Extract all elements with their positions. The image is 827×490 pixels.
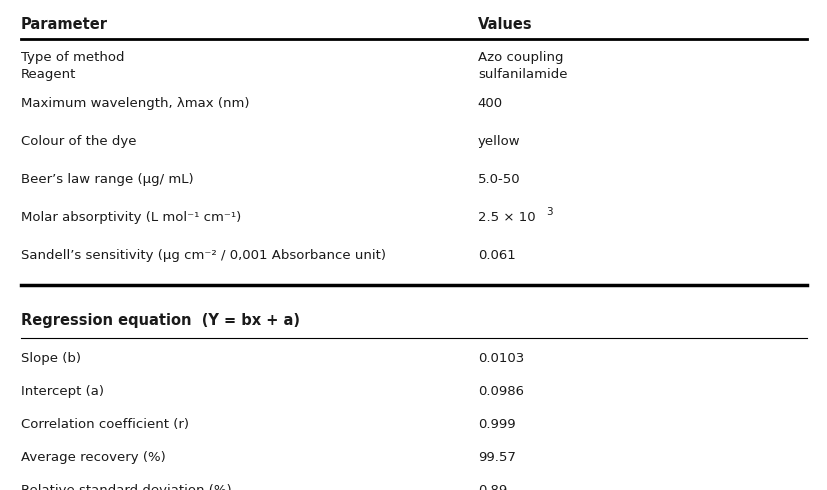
Text: 0.89: 0.89 xyxy=(477,484,506,490)
Text: Beer’s law range (µg/ mL): Beer’s law range (µg/ mL) xyxy=(21,173,193,186)
Text: Colour of the dye: Colour of the dye xyxy=(21,135,136,148)
Text: Correlation coefficient (r): Correlation coefficient (r) xyxy=(21,418,189,431)
Text: Average recovery (%): Average recovery (%) xyxy=(21,451,165,464)
Text: 3: 3 xyxy=(545,207,552,217)
Text: Slope (b): Slope (b) xyxy=(21,352,80,365)
Text: 0.0986: 0.0986 xyxy=(477,385,523,398)
Text: Azo coupling
sulfanilamide: Azo coupling sulfanilamide xyxy=(477,51,566,81)
Text: 2.5 × 10: 2.5 × 10 xyxy=(477,211,535,224)
Text: Parameter: Parameter xyxy=(21,17,108,32)
Text: Molar absorptivity (L mol⁻¹ cm⁻¹): Molar absorptivity (L mol⁻¹ cm⁻¹) xyxy=(21,211,241,224)
Text: Type of method
Reagent: Type of method Reagent xyxy=(21,51,124,81)
Text: Intercept (a): Intercept (a) xyxy=(21,385,103,398)
Text: 99.57: 99.57 xyxy=(477,451,515,464)
Text: 0.061: 0.061 xyxy=(477,249,515,262)
Text: 5.0-50: 5.0-50 xyxy=(477,173,520,186)
Text: yellow: yellow xyxy=(477,135,520,148)
Text: 0.999: 0.999 xyxy=(477,418,515,431)
Text: Relative standard deviation (%): Relative standard deviation (%) xyxy=(21,484,231,490)
Text: Sandell’s sensitivity (µg cm⁻² / 0,001 Absorbance unit): Sandell’s sensitivity (µg cm⁻² / 0,001 A… xyxy=(21,249,385,262)
Text: 400: 400 xyxy=(477,97,502,110)
Text: Regression equation  (Y = bx + a): Regression equation (Y = bx + a) xyxy=(21,313,299,328)
Text: Maximum wavelength, λmax (nm): Maximum wavelength, λmax (nm) xyxy=(21,97,249,110)
Text: Values: Values xyxy=(477,17,532,32)
Text: 0.0103: 0.0103 xyxy=(477,352,523,365)
